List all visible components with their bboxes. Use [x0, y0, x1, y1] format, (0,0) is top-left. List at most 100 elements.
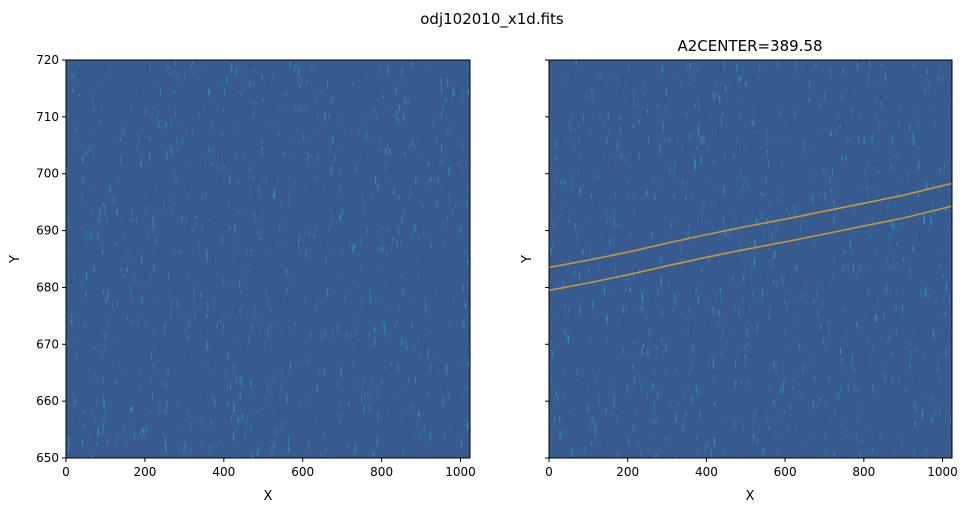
- noise-speck: [467, 347, 469, 353]
- noise-speck: [316, 336, 317, 339]
- noise-speck: [305, 158, 307, 163]
- noise-speck: [705, 67, 707, 76]
- noise-speck: [930, 417, 932, 424]
- noise-speck: [865, 219, 867, 228]
- noise-speck: [307, 298, 309, 301]
- noise-speck: [693, 359, 695, 363]
- noise-speck: [668, 375, 670, 381]
- noise-speck: [580, 372, 582, 379]
- noise-speck: [86, 383, 88, 390]
- noise-speck: [719, 204, 721, 208]
- noise-speck: [552, 362, 553, 367]
- noise-speck: [913, 137, 915, 146]
- noise-speck: [442, 397, 444, 406]
- noise-speck: [234, 224, 236, 231]
- noise-speck: [934, 210, 936, 216]
- noise-speck: [294, 329, 295, 334]
- noise-speck: [348, 403, 350, 407]
- noise-speck: [387, 66, 389, 74]
- noise-speck: [659, 145, 661, 154]
- noise-speck: [743, 75, 745, 79]
- noise-speck: [161, 379, 163, 385]
- noise-speck: [465, 161, 467, 164]
- noise-speck: [185, 118, 187, 123]
- noise-speck: [894, 224, 895, 232]
- noise-speck: [629, 122, 630, 130]
- noise-speck: [572, 161, 573, 165]
- noise-speck: [259, 192, 262, 200]
- noise-speck: [72, 391, 74, 395]
- noise-speck: [368, 331, 370, 335]
- noise-speck: [367, 358, 368, 361]
- noise-speck: [692, 288, 694, 296]
- noise-speck: [718, 199, 720, 204]
- noise-speck: [623, 60, 625, 66]
- noise-speck: [881, 63, 883, 67]
- noise-speck: [317, 128, 319, 133]
- y-tick-label: 650: [36, 451, 59, 465]
- noise-speck: [708, 319, 710, 327]
- noise-speck: [552, 89, 554, 92]
- noise-speck: [150, 410, 152, 415]
- noise-speck: [881, 231, 882, 236]
- noise-speck: [591, 371, 593, 374]
- noise-speck: [892, 375, 894, 385]
- noise-speck: [922, 396, 924, 402]
- noise-speck: [810, 430, 812, 436]
- noise-speck: [923, 354, 924, 357]
- noise-speck: [334, 155, 336, 162]
- noise-speck: [282, 252, 284, 260]
- noise-speck: [837, 203, 839, 208]
- noise-speck: [707, 384, 708, 391]
- noise-speck: [188, 454, 190, 458]
- noise-speck: [887, 376, 889, 385]
- noise-speck: [709, 451, 711, 455]
- noise-speck: [812, 276, 813, 285]
- noise-speck: [161, 208, 163, 215]
- noise-speck: [797, 369, 798, 377]
- noise-speck: [697, 96, 699, 103]
- noise-speck: [158, 343, 160, 350]
- noise-speck: [329, 145, 331, 153]
- noise-speck: [195, 134, 197, 142]
- noise-speck: [886, 260, 888, 263]
- noise-speck: [917, 121, 919, 125]
- noise-speck: [560, 135, 562, 142]
- noise-speck: [132, 368, 135, 373]
- noise-speck: [138, 321, 140, 327]
- noise-speck: [289, 362, 291, 370]
- noise-speck: [754, 208, 756, 214]
- noise-speck: [92, 207, 94, 215]
- noise-speck: [574, 140, 575, 149]
- noise-speck: [641, 292, 644, 302]
- noise-speck: [266, 170, 268, 180]
- noise-speck: [776, 77, 778, 83]
- noise-speck: [70, 224, 71, 228]
- noise-speck: [348, 445, 350, 448]
- noise-speck: [248, 107, 250, 115]
- noise-speck: [638, 151, 641, 159]
- noise-speck: [938, 398, 940, 402]
- noise-speck: [138, 311, 140, 318]
- noise-speck: [353, 360, 355, 365]
- noise-speck: [698, 178, 699, 188]
- noise-speck: [939, 412, 941, 419]
- noise-speck: [887, 239, 889, 245]
- noise-speck: [272, 412, 274, 415]
- noise-speck: [773, 399, 774, 405]
- noise-speck: [330, 134, 332, 138]
- noise-speck: [364, 394, 366, 400]
- noise-speck: [911, 365, 912, 371]
- noise-speck: [235, 306, 237, 315]
- noise-speck: [835, 415, 838, 418]
- noise-speck: [924, 216, 926, 225]
- noise-speck: [820, 102, 822, 108]
- noise-speck: [168, 71, 170, 76]
- noise-speck: [250, 324, 252, 332]
- noise-speck: [797, 238, 799, 246]
- noise-speck: [141, 257, 143, 265]
- noise-speck: [441, 221, 443, 229]
- noise-speck: [924, 290, 926, 299]
- noise-speck: [398, 395, 400, 402]
- noise-speck: [567, 336, 569, 343]
